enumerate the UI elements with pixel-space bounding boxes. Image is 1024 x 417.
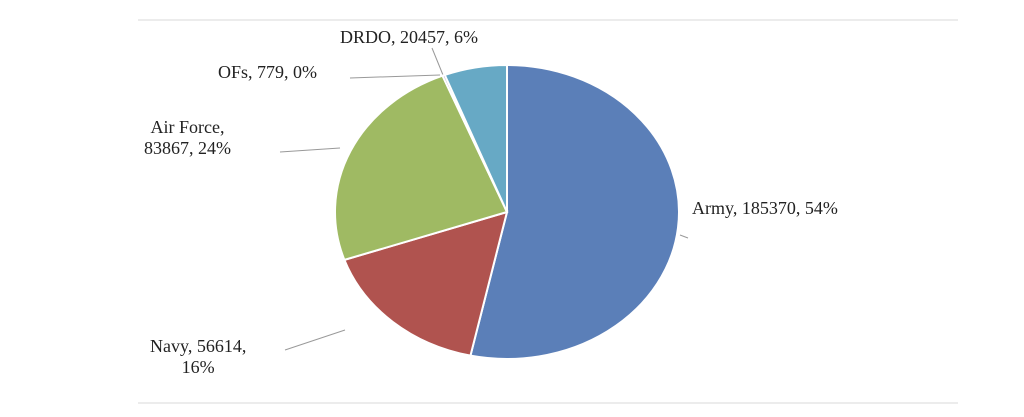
leader-line	[349, 74, 441, 79]
leader-line	[679, 234, 689, 239]
pie-slice	[343, 210, 509, 357]
leader-line	[279, 147, 341, 153]
leader-line	[284, 329, 346, 351]
pie-slice	[469, 63, 680, 360]
data-label: Army, 185370, 54%	[692, 198, 838, 218]
pie-slice	[443, 63, 508, 213]
data-label: DRDO, 20457, 6%	[340, 27, 478, 47]
leader-line	[431, 47, 444, 76]
data-label: Air Force, 83867, 24%	[144, 117, 231, 158]
data-label: Navy, 56614, 16%	[150, 336, 247, 377]
data-label: OFs, 779, 0%	[218, 62, 318, 82]
